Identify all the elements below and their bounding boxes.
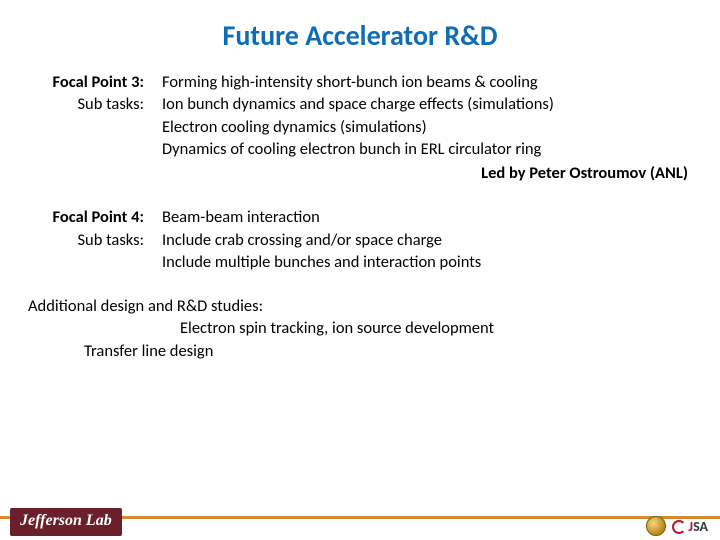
task-line: Electron cooling dynamics (simulations) [162, 116, 692, 138]
task-line: Include crab crossing and/or space charg… [162, 229, 692, 251]
task-line: Forming high-intensity short-bunch ion b… [162, 71, 692, 93]
focal-point-label: Focal Point 4: [28, 206, 144, 228]
focal-point-4-section: Focal Point 4: Sub tasks: Beam-beam inte… [28, 206, 692, 273]
additional-line: Electron spin tracking, ion source devel… [180, 317, 692, 339]
jsa-logo-group: JSA [646, 516, 708, 536]
subtasks-label: Sub tasks: [28, 93, 144, 115]
section-label-col: Focal Point 3: Sub tasks: [28, 71, 162, 184]
swirl-icon [672, 520, 686, 534]
seal-icon [646, 516, 666, 536]
slide-title: Future Accelerator R&D [28, 18, 692, 53]
section-content-col: Beam-beam interaction Include crab cross… [162, 206, 692, 273]
additional-studies: Additional design and R&D studies: Elect… [28, 295, 692, 362]
task-line: Ion bunch dynamics and space charge effe… [162, 93, 692, 115]
additional-line: Transfer line design [84, 340, 692, 362]
additional-heading: Additional design and R&D studies: [28, 295, 692, 317]
focal-point-3-section: Focal Point 3: Sub tasks: Forming high-i… [28, 71, 692, 184]
jsa-logo: JSA [672, 518, 708, 535]
section-content-col: Forming high-intensity short-bunch ion b… [162, 71, 692, 184]
focal-point-label: Focal Point 3: [28, 71, 144, 93]
led-by-line: Led by Peter Ostroumov (ANL) [162, 162, 692, 184]
jefferson-lab-logo: Jefferson Lab [10, 508, 122, 536]
task-line: Beam-beam interaction [162, 206, 692, 228]
slide: Future Accelerator R&D Focal Point 3: Su… [0, 0, 720, 540]
jsa-sa: SA [693, 518, 708, 535]
section-label-col: Focal Point 4: Sub tasks: [28, 206, 162, 273]
slide-footer: Jefferson Lab JSA [0, 506, 720, 540]
task-line: Include multiple bunches and interaction… [162, 251, 692, 273]
subtasks-label: Sub tasks: [28, 229, 144, 251]
task-line: Dynamics of cooling electron bunch in ER… [162, 138, 692, 160]
